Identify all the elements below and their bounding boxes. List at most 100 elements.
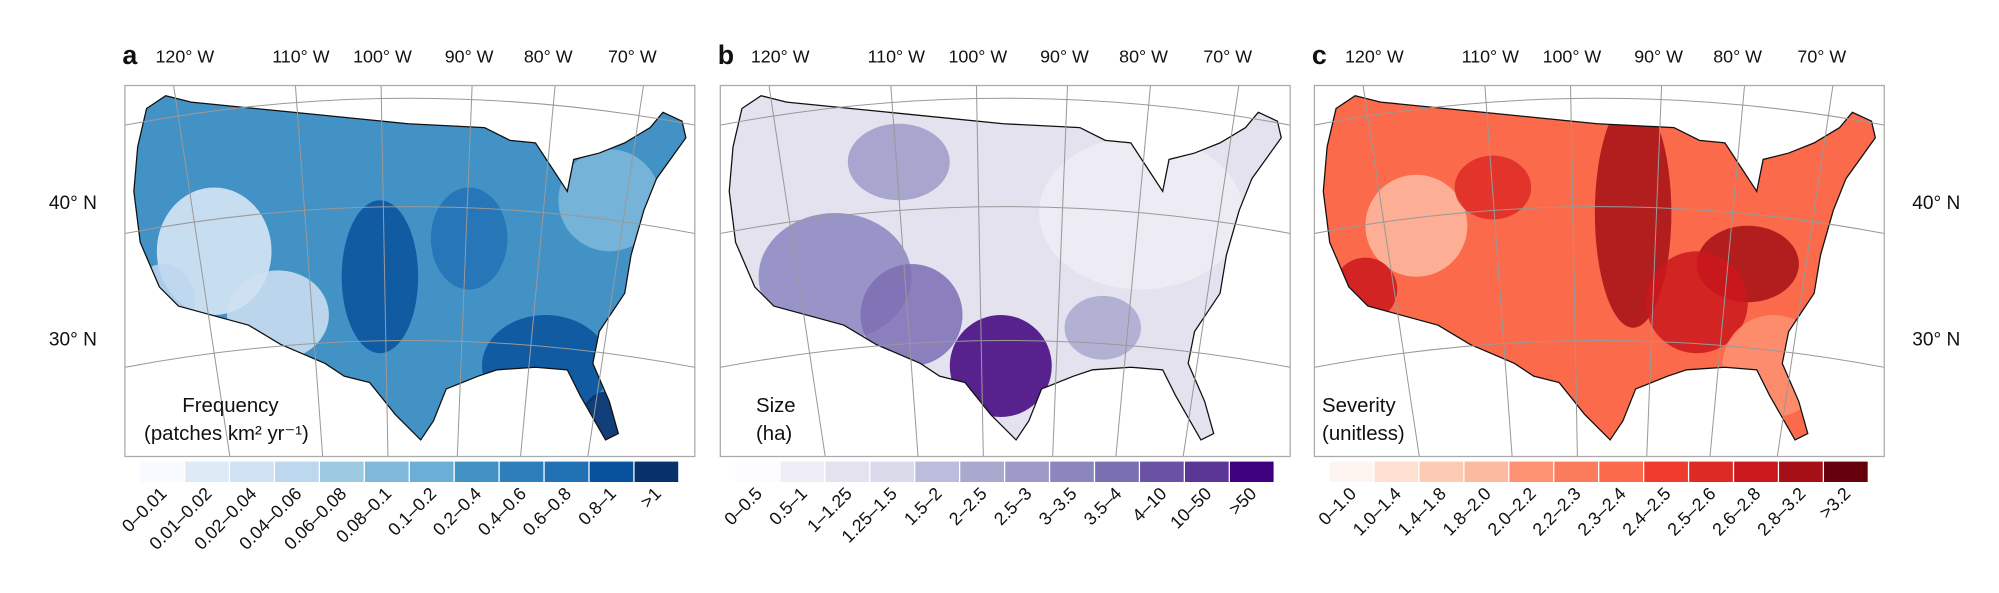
legend-label: 2.5–2.6 bbox=[1663, 483, 1719, 539]
longitude-label: 80° W bbox=[524, 47, 573, 67]
meridian bbox=[1776, 85, 1834, 457]
longitude-label: 100° W bbox=[353, 47, 412, 67]
latitude-label: 40° N bbox=[1912, 193, 1960, 214]
legend-label: 0.8–1 bbox=[574, 483, 620, 529]
legend-swatch bbox=[364, 461, 409, 482]
legend-label: 1.8–2.0 bbox=[1439, 483, 1495, 539]
legend-label: 2.3–2.4 bbox=[1574, 483, 1630, 539]
meridian bbox=[520, 85, 556, 457]
latitude-label: 30° N bbox=[49, 330, 97, 351]
legend-swatch bbox=[1140, 461, 1184, 482]
meridian bbox=[1115, 85, 1151, 457]
meridian bbox=[1052, 85, 1068, 457]
legend-swatch bbox=[1779, 461, 1823, 482]
map-panel bbox=[719, 84, 1291, 458]
map-frame bbox=[719, 84, 1291, 458]
legend-label: 3–3.5 bbox=[1035, 483, 1081, 529]
legend-label: 2.6–2.8 bbox=[1708, 483, 1764, 539]
map-frame bbox=[124, 84, 696, 458]
parallel bbox=[720, 339, 1291, 368]
legend-label: 0.1–0.2 bbox=[384, 483, 440, 539]
us-outline bbox=[1322, 95, 1877, 441]
legend-label: 2.8–3.2 bbox=[1753, 483, 1809, 539]
meridian bbox=[1362, 85, 1420, 457]
longitude-label: 110° W bbox=[1462, 47, 1520, 67]
legend-label: >3.2 bbox=[1815, 483, 1854, 522]
meridian bbox=[1484, 85, 1513, 457]
us-outline bbox=[728, 95, 1282, 441]
legend-swatch bbox=[1554, 461, 1599, 482]
legend-label: 1.0–1.4 bbox=[1349, 483, 1405, 539]
legend-title: (ha) bbox=[756, 423, 792, 445]
legend-swatch bbox=[1509, 461, 1554, 482]
latitude-label: 30° N bbox=[1912, 330, 1960, 351]
longitude-label: 80° W bbox=[1119, 47, 1168, 67]
longitude-label: 120° W bbox=[156, 47, 215, 67]
legend-swatch bbox=[915, 461, 960, 482]
legend-swatch bbox=[1005, 461, 1049, 482]
legend-title: (unitless) bbox=[1322, 423, 1405, 445]
longitude-label: 90° W bbox=[1040, 47, 1089, 67]
legend-swatch bbox=[1229, 461, 1274, 482]
longitude-label: 90° W bbox=[1634, 47, 1683, 67]
legend-swatch bbox=[1050, 461, 1094, 482]
map-patch bbox=[860, 263, 963, 366]
legend-swatch bbox=[1734, 461, 1778, 482]
map-patch bbox=[1365, 174, 1468, 277]
legend-swatch bbox=[735, 461, 780, 482]
legend-swatch bbox=[870, 461, 915, 482]
meridian bbox=[975, 85, 984, 457]
meridian bbox=[890, 85, 919, 457]
panel-letter: b bbox=[718, 40, 734, 70]
legend-label: 2.5–3 bbox=[990, 483, 1036, 529]
legend-title: Size bbox=[756, 395, 796, 417]
longitude-label: 70° W bbox=[608, 47, 657, 67]
longitude-label: 90° W bbox=[445, 47, 494, 67]
longitude-label: 100° W bbox=[948, 47, 1007, 67]
meridian bbox=[1709, 85, 1746, 457]
parallel bbox=[124, 206, 695, 235]
legend-title: (patches km² yr⁻¹) bbox=[144, 423, 309, 445]
legend-label: 0.2–0.4 bbox=[429, 483, 485, 539]
legend-title: Severity bbox=[1322, 395, 1396, 417]
legend-label: 2.0–2.2 bbox=[1484, 483, 1540, 539]
legend-title: Frequency bbox=[182, 395, 279, 417]
legend-label: 2.2–2.3 bbox=[1529, 483, 1585, 539]
latitude-label: 40° N bbox=[49, 193, 97, 214]
legend-swatch bbox=[780, 461, 825, 482]
us-map bbox=[1323, 95, 1876, 440]
legend-swatch bbox=[454, 461, 499, 482]
legend-label: >50 bbox=[1225, 483, 1261, 519]
parallel bbox=[1314, 339, 1885, 368]
legend-label: 0–0.5 bbox=[720, 483, 766, 529]
legend-swatch bbox=[589, 461, 634, 482]
legend-swatch bbox=[230, 461, 274, 482]
legend-swatch bbox=[499, 461, 544, 482]
meridian bbox=[587, 85, 644, 457]
legend-swatch bbox=[1329, 461, 1374, 482]
longitude-label: 120° W bbox=[1345, 47, 1404, 67]
map-patch bbox=[133, 263, 196, 341]
legend-swatch bbox=[960, 461, 1004, 482]
map-patch bbox=[341, 200, 419, 354]
legend-swatch bbox=[1599, 461, 1643, 482]
legend-swatch bbox=[634, 461, 679, 482]
longitude-label: 110° W bbox=[272, 47, 330, 67]
longitude-label: 70° W bbox=[1797, 47, 1846, 67]
legend-swatch bbox=[275, 461, 319, 482]
parallel bbox=[1314, 97, 1885, 126]
meridian bbox=[380, 85, 389, 457]
legend-swatch bbox=[185, 461, 229, 482]
legend-swatch bbox=[1095, 461, 1139, 482]
parallel bbox=[124, 97, 695, 126]
longitude-label: 120° W bbox=[751, 47, 810, 67]
meridian bbox=[1182, 85, 1240, 457]
legend-swatch bbox=[319, 461, 364, 482]
meridian bbox=[173, 85, 231, 457]
graticule bbox=[720, 85, 1291, 457]
legend-swatch bbox=[1689, 461, 1733, 482]
panel-letter: c bbox=[1312, 40, 1327, 70]
parallel bbox=[124, 339, 695, 368]
